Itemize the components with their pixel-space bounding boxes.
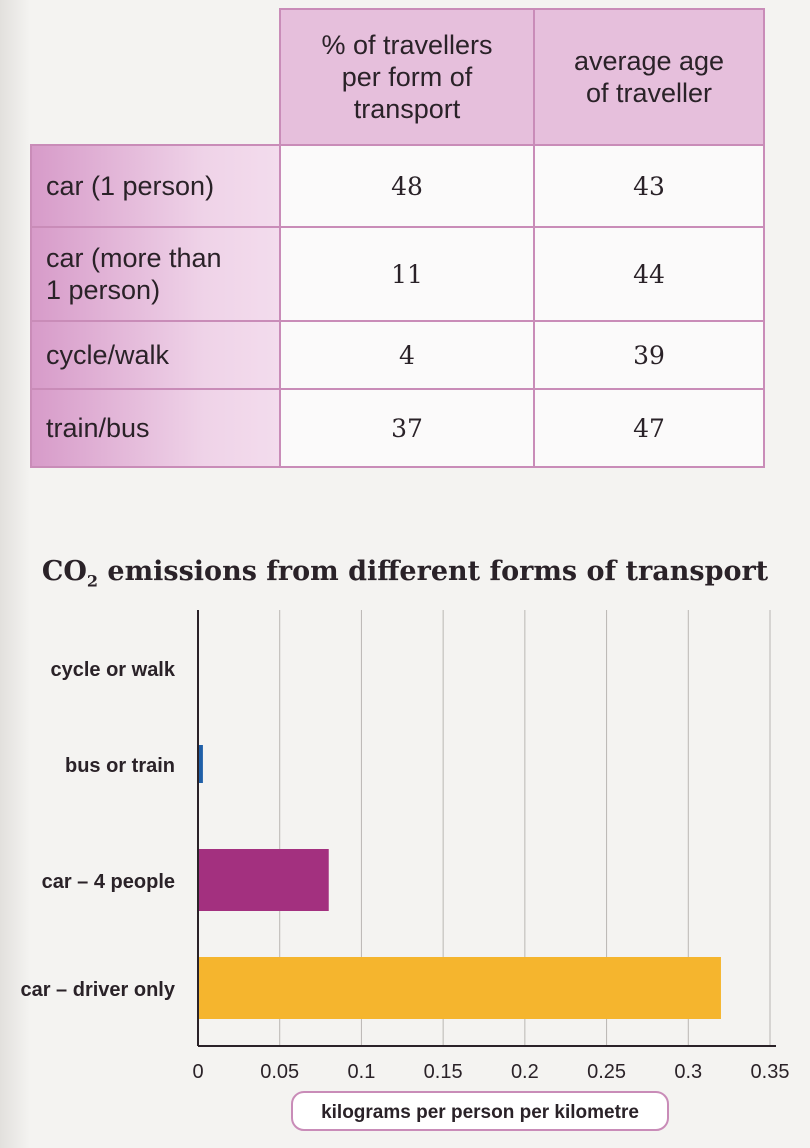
tick-label: 0.25 bbox=[587, 1061, 626, 1083]
percent-cell: 11 bbox=[279, 226, 535, 322]
chart-title-subscript: 2 bbox=[86, 571, 98, 591]
tick-labels: 0 0.05 0.1 0.15 0.2 0.25 0.3 0.35 bbox=[192, 1061, 789, 1083]
row-label-line: cycle/walk bbox=[46, 340, 170, 370]
header-line: % of travellers bbox=[321, 30, 493, 60]
bar bbox=[198, 745, 203, 783]
tick-label: 0.2 bbox=[511, 1061, 539, 1083]
header-line: average age bbox=[573, 46, 725, 76]
category-label: car – driver only bbox=[20, 979, 175, 1001]
row-label-line: 1 person) bbox=[46, 275, 161, 305]
category-label: bus or train bbox=[65, 755, 175, 777]
category-labels: cycle or walk bus or train car – 4 people c… bbox=[20, 659, 175, 1001]
x-axis-label: kilograms per person per kilometre bbox=[321, 1102, 639, 1123]
age-cell: 43 bbox=[533, 144, 765, 228]
category-label: cycle or walk bbox=[50, 659, 175, 681]
age-cell: 47 bbox=[533, 388, 765, 468]
co2-bar-chart: cycle or walk bus or train car – 4 people c… bbox=[20, 610, 789, 1131]
row-label: car (more than 1 person) bbox=[30, 226, 281, 322]
bars bbox=[198, 745, 721, 1019]
age-cell: 39 bbox=[533, 320, 765, 390]
row-label-line: car (1 person) bbox=[46, 171, 215, 201]
x-axis-label-box bbox=[291, 1091, 669, 1131]
category-label: car – 4 people bbox=[42, 871, 175, 893]
chart-title-rest: emissions from different forms of transp… bbox=[98, 556, 769, 587]
transport-table: % of travellers per form of transport av… bbox=[30, 8, 765, 468]
age-cell: 44 bbox=[533, 226, 765, 322]
tick-label: 0.05 bbox=[260, 1061, 299, 1083]
row-label: car (1 person) bbox=[30, 144, 281, 228]
row-label: train/bus bbox=[30, 388, 281, 468]
table-row: car (more than 1 person) 11 44 bbox=[30, 226, 765, 322]
table-row: cycle/walk 4 39 bbox=[30, 320, 765, 390]
tick-label: 0.1 bbox=[348, 1061, 376, 1083]
header-line: of traveller bbox=[585, 78, 713, 108]
table-corner bbox=[31, 9, 280, 145]
table-header-row: % of travellers per form of transport av… bbox=[31, 8, 765, 146]
tick-label: 0.3 bbox=[674, 1061, 702, 1083]
tick-label: 0.35 bbox=[751, 1061, 790, 1083]
percent-cell: 37 bbox=[279, 388, 535, 468]
table-row: train/bus 37 47 bbox=[30, 388, 765, 468]
tick-label: 0.15 bbox=[424, 1061, 463, 1083]
tick-label: 0 bbox=[192, 1061, 203, 1083]
bar bbox=[198, 849, 329, 911]
axes bbox=[197, 610, 776, 1047]
header-line: per form of bbox=[341, 62, 473, 92]
table-row: car (1 person) 48 43 bbox=[30, 144, 765, 228]
header-line: transport bbox=[353, 94, 461, 124]
x-axis-label-group: kilograms per person per kilometre bbox=[291, 1091, 669, 1131]
percent-cell: 48 bbox=[279, 144, 535, 228]
chart-title: CO2 emissions from different forms of tr… bbox=[0, 556, 810, 590]
header-average-age: average age of traveller bbox=[533, 8, 765, 146]
page-shadow bbox=[0, 0, 30, 1148]
row-label-line: train/bus bbox=[46, 413, 150, 443]
bar bbox=[198, 957, 721, 1019]
header-percent-travellers: % of travellers per form of transport bbox=[279, 8, 535, 146]
percent-cell: 4 bbox=[279, 320, 535, 390]
chart-title-main: CO bbox=[41, 556, 87, 587]
row-label-line: car (more than bbox=[46, 243, 222, 273]
row-label: cycle/walk bbox=[30, 320, 281, 390]
